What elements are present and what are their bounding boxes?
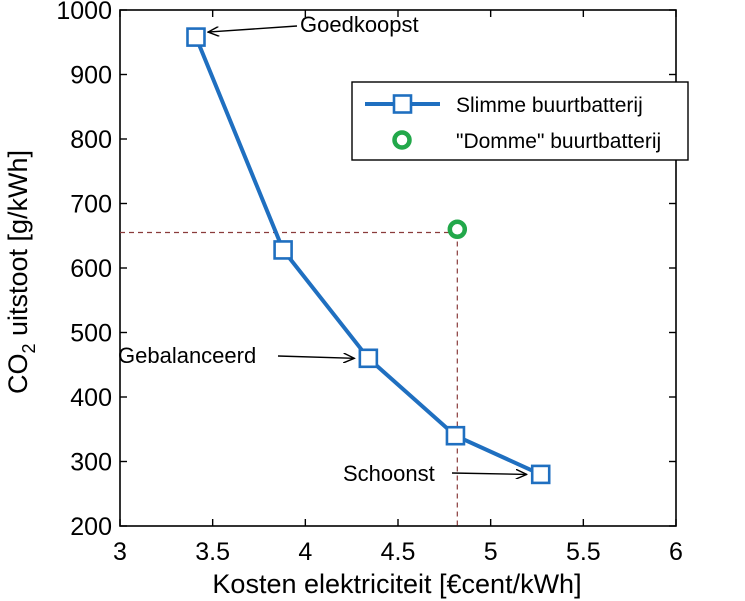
data-point-square <box>530 464 551 485</box>
y-tick-label: 1000 <box>56 0 112 25</box>
y-tick-label: 400 <box>70 384 112 412</box>
legend-label: Slimme buurtbatterij <box>456 94 643 117</box>
y-tick-label: 900 <box>70 62 112 90</box>
data-point-square <box>358 348 379 369</box>
annotation-arrow <box>208 25 298 32</box>
x-tick-label: 3 <box>113 538 127 566</box>
x-tick-label: 3.5 <box>195 538 230 566</box>
legend-label: "Domme" buurtbatterij <box>456 130 661 153</box>
x-tick-label: 4 <box>298 538 312 566</box>
y-axis-label: CO2 uitstoot [g/kWh] <box>3 150 39 394</box>
annotation-label: Gebalanceerd <box>118 343 256 368</box>
y-axis-label-subscript: 2 <box>19 344 39 354</box>
x-tick-label: 6 <box>669 538 683 566</box>
y-tick-label: 700 <box>70 191 112 219</box>
data-point-square <box>186 27 206 47</box>
data-point-square <box>273 240 293 260</box>
axes: 3 3.5 4 4.5 5 5.5 6 200 300 400 500 600 700 800 900 100… <box>56 0 683 566</box>
y-axis-label-prefix: CO <box>3 354 33 395</box>
data-point-square <box>445 425 466 446</box>
reference-lines <box>120 231 458 526</box>
x-tick-label: 5 <box>484 538 498 566</box>
annotation-label: Goedkoopst <box>300 12 419 37</box>
x-tick-label: 5.5 <box>566 538 601 566</box>
annotation-label: Schoonst <box>343 461 435 486</box>
legend: Slimme buurtbatterij "Domme" buurtbatteri… <box>351 81 689 161</box>
y-tick-label: 800 <box>70 126 112 154</box>
annotation-arrow <box>277 356 354 358</box>
x-axis-label: Kosten elektriciteit [€cent/kWh] <box>212 569 581 599</box>
legend-marker-circle <box>392 130 412 150</box>
series-layer <box>186 27 551 485</box>
y-tick-label: 500 <box>70 320 112 348</box>
x-tick-label: 4.5 <box>381 538 416 566</box>
y-tick-label: 200 <box>70 513 112 541</box>
y-axis-label-suffix: uitstoot [g/kWh] <box>3 150 33 344</box>
legend-marker-square <box>392 94 413 114</box>
annotation-arrow <box>451 473 527 474</box>
y-tick-label: 300 <box>70 449 112 477</box>
y-tick-label: 600 <box>70 255 112 283</box>
data-point-circle <box>447 219 468 240</box>
annotations: Goedkoopst Gebalanceerd Schoonst <box>118 12 527 486</box>
